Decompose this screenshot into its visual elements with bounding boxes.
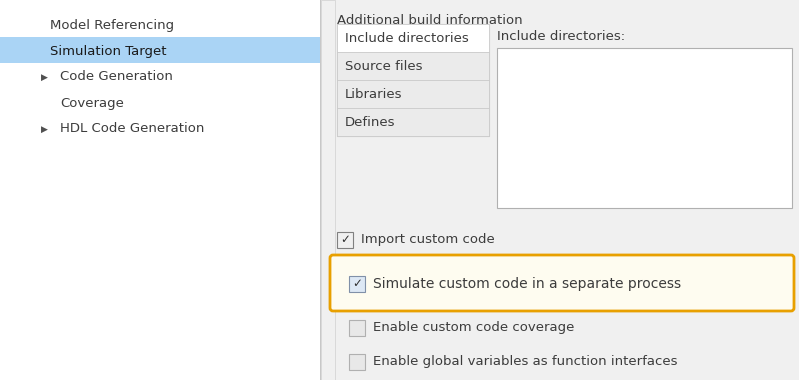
Bar <box>337 24 489 52</box>
Bar <box>0 37 320 63</box>
Text: Model Referencing: Model Referencing <box>50 19 174 32</box>
Text: Enable custom code coverage: Enable custom code coverage <box>373 321 574 334</box>
Bar <box>349 354 365 370</box>
Text: Libraries: Libraries <box>345 87 403 100</box>
Bar <box>337 232 353 248</box>
Text: Import custom code: Import custom code <box>361 233 495 247</box>
Text: Coverage: Coverage <box>60 97 124 109</box>
Bar <box>337 108 489 136</box>
Text: ✓: ✓ <box>340 233 350 247</box>
Bar <box>337 52 489 80</box>
Text: Source files: Source files <box>345 60 423 73</box>
Text: HDL Code Generation: HDL Code Generation <box>60 122 205 136</box>
Bar <box>349 276 365 292</box>
FancyBboxPatch shape <box>330 255 794 311</box>
Text: ▶: ▶ <box>41 73 47 81</box>
Text: Simulation Target: Simulation Target <box>50 44 166 57</box>
Text: Code Generation: Code Generation <box>60 71 173 84</box>
Bar <box>337 24 489 136</box>
Bar <box>497 48 792 208</box>
Bar <box>337 80 489 108</box>
Text: Include directories: Include directories <box>345 32 469 44</box>
Text: Enable global variables as function interfaces: Enable global variables as function inte… <box>373 356 678 369</box>
Text: Additional build information: Additional build information <box>337 14 523 27</box>
Text: ▶: ▶ <box>41 125 47 133</box>
Text: Defines: Defines <box>345 116 396 128</box>
Text: ✓: ✓ <box>352 277 362 290</box>
Bar <box>321 0 335 380</box>
Text: Simulate custom code in a separate process: Simulate custom code in a separate proce… <box>373 277 681 291</box>
Bar <box>349 320 365 336</box>
Text: Include directories:: Include directories: <box>497 30 625 43</box>
Bar <box>320 0 321 380</box>
Bar <box>0 0 320 380</box>
